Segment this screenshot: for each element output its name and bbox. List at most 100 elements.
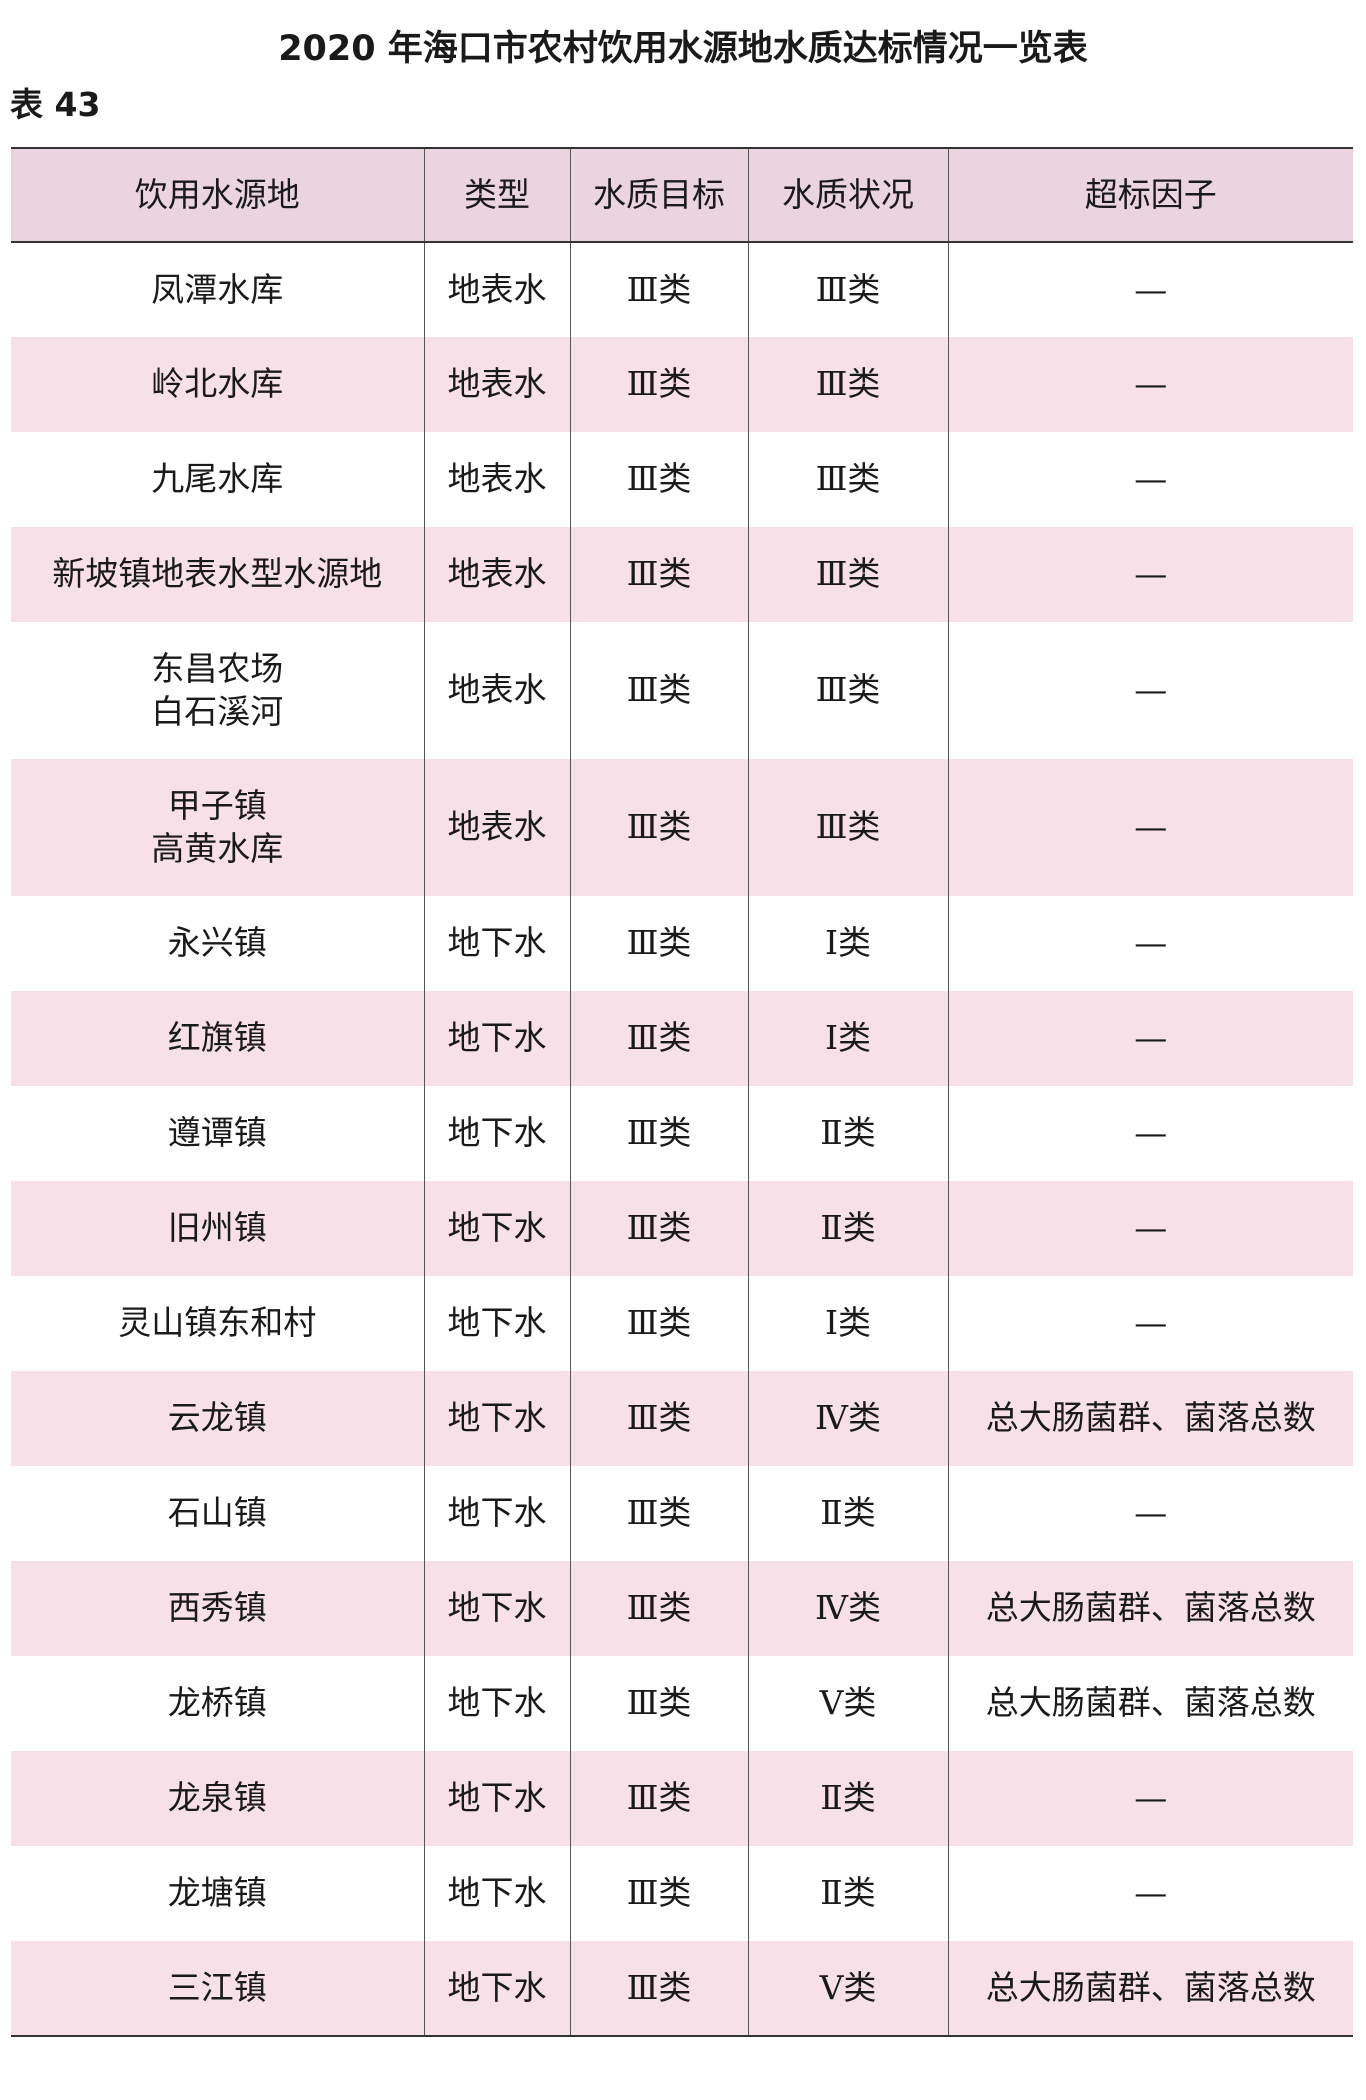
cell-target: Ⅲ类 — [569, 1941, 748, 2036]
cell-factor: — — [947, 1086, 1353, 1181]
cell-target: Ⅲ类 — [569, 1466, 748, 1561]
cell-factor: — — [947, 1276, 1353, 1371]
cell-target: Ⅲ类 — [569, 527, 748, 622]
table-header-row: 饮用水源地 类型 水质目标 水质状况 超标因子 — [11, 148, 1353, 242]
cell-type: 地表水 — [423, 337, 570, 432]
cell-type: 地表水 — [423, 432, 570, 527]
cell-status: Ⅳ类 — [747, 1371, 948, 1466]
cell-status: Ⅴ类 — [747, 1656, 948, 1751]
header-target: 水质目标 — [569, 148, 748, 242]
cell-type: 地下水 — [423, 1561, 570, 1656]
cell-factor: — — [947, 242, 1353, 337]
cell-source: 东昌农场 白石溪河 — [151, 648, 284, 731]
cell-target: Ⅲ类 — [569, 1181, 748, 1276]
cell-type: 地下水 — [423, 1181, 570, 1276]
table-row: 甲子镇 高黄水库 地表水 Ⅲ类 Ⅲ类 — — [11, 759, 1353, 896]
cell-status: Ⅱ类 — [747, 1466, 948, 1561]
cell-source: 龙桥镇 — [167, 1683, 267, 1723]
cell-factor: — — [947, 622, 1353, 759]
cell-source: 灵山镇东和村 — [118, 1303, 317, 1343]
cell-target: Ⅲ类 — [569, 896, 748, 991]
cell-status: Ⅲ类 — [747, 432, 948, 527]
table-row: 石山镇 地下水 Ⅲ类 Ⅱ类 — — [11, 1466, 1353, 1561]
cell-factor: 总大肠菌群、菌落总数 — [947, 1941, 1353, 2036]
cell-status: Ⅳ类 — [747, 1561, 948, 1656]
cell-target: Ⅲ类 — [569, 1846, 748, 1941]
cell-target: Ⅲ类 — [569, 622, 748, 759]
table-label: 表 43 — [10, 85, 101, 124]
table-row: 永兴镇 地下水 Ⅲ类 Ⅰ类 — — [11, 896, 1353, 991]
cell-source: 旧州镇 — [167, 1208, 267, 1248]
cell-source: 甲子镇 高黄水库 — [151, 785, 284, 868]
cell-source: 九尾水库 — [151, 459, 284, 499]
cell-type: 地下水 — [423, 991, 570, 1086]
cell-status: Ⅰ类 — [747, 896, 948, 991]
cell-factor: — — [947, 337, 1353, 432]
cell-type: 地下水 — [423, 1656, 570, 1751]
cell-source: 永兴镇 — [167, 923, 267, 963]
cell-status: Ⅰ类 — [747, 1276, 948, 1371]
cell-type: 地表水 — [423, 759, 570, 896]
header-factor: 超标因子 — [947, 148, 1353, 242]
cell-source: 新坡镇地表水型水源地 — [52, 554, 383, 594]
cell-source: 龙泉镇 — [167, 1778, 267, 1818]
table-row: 三江镇 地下水 Ⅲ类 Ⅴ类 总大肠菌群、菌落总数 — [11, 1941, 1353, 2036]
table-row: 东昌农场 白石溪河 地表水 Ⅲ类 Ⅲ类 — — [11, 622, 1353, 759]
cell-source: 凤潭水库 — [151, 269, 284, 309]
cell-status: Ⅱ类 — [747, 1846, 948, 1941]
cell-status: Ⅲ类 — [747, 242, 948, 337]
cell-source: 红旗镇 — [167, 1018, 267, 1058]
cell-source: 龙塘镇 — [167, 1873, 267, 1913]
cell-status: Ⅲ类 — [747, 337, 948, 432]
table-row: 遵谭镇 地下水 Ⅲ类 Ⅱ类 — — [11, 1086, 1353, 1181]
cell-status: Ⅱ类 — [747, 1751, 948, 1846]
cell-status: Ⅱ类 — [747, 1181, 948, 1276]
cell-target: Ⅲ类 — [569, 1371, 748, 1466]
table-row: 灵山镇东和村 地下水 Ⅲ类 Ⅰ类 — — [11, 1276, 1353, 1371]
cell-source: 石山镇 — [167, 1493, 267, 1533]
cell-status: Ⅴ类 — [747, 1941, 948, 2036]
cell-target: Ⅲ类 — [569, 337, 748, 432]
cell-factor: — — [947, 527, 1353, 622]
cell-factor: — — [947, 1751, 1353, 1846]
header-status: 水质状况 — [747, 148, 948, 242]
header-type: 类型 — [423, 148, 570, 242]
cell-factor: — — [947, 432, 1353, 527]
cell-status: Ⅱ类 — [747, 1086, 948, 1181]
cell-type: 地下水 — [423, 1466, 570, 1561]
cell-status: Ⅲ类 — [747, 622, 948, 759]
table-row: 岭北水库 地表水 Ⅲ类 Ⅲ类 — — [11, 337, 1353, 432]
water-quality-table: 饮用水源地 类型 水质目标 水质状况 超标因子 凤潭水库 地表水 Ⅲ类 Ⅲ类 — 岭北水库… — [11, 147, 1353, 2037]
cell-target: Ⅲ类 — [569, 1276, 748, 1371]
cell-factor: — — [947, 1466, 1353, 1561]
cell-source: 岭北水库 — [151, 364, 284, 404]
cell-type: 地表水 — [423, 622, 570, 759]
cell-factor: — — [947, 896, 1353, 991]
header-source: 饮用水源地 — [134, 174, 300, 214]
cell-target: Ⅲ类 — [569, 432, 748, 527]
table-row: 九尾水库 地表水 Ⅲ类 Ⅲ类 — — [11, 432, 1353, 527]
cell-source: 三江镇 — [167, 1967, 267, 2007]
table-row: 新坡镇地表水型水源地 地表水 Ⅲ类 Ⅲ类 — — [11, 527, 1353, 622]
cell-type: 地下水 — [423, 1751, 570, 1846]
table-row: 凤潭水库 地表水 Ⅲ类 Ⅲ类 — — [11, 242, 1353, 337]
table-row: 龙塘镇 地下水 Ⅲ类 Ⅱ类 — — [11, 1846, 1353, 1941]
cell-target: Ⅲ类 — [569, 1656, 748, 1751]
cell-type: 地下水 — [423, 896, 570, 991]
table-row: 旧州镇 地下水 Ⅲ类 Ⅱ类 — — [11, 1181, 1353, 1276]
cell-source: 云龙镇 — [167, 1398, 267, 1438]
table-row: 西秀镇 地下水 Ⅲ类 Ⅳ类 总大肠菌群、菌落总数 — [11, 1561, 1353, 1656]
cell-type: 地下水 — [423, 1846, 570, 1941]
cell-factor: — — [947, 991, 1353, 1086]
table-row: 云龙镇 地下水 Ⅲ类 Ⅳ类 总大肠菌群、菌落总数 — [11, 1371, 1353, 1466]
cell-factor: 总大肠菌群、菌落总数 — [947, 1561, 1353, 1656]
cell-type: 地表水 — [423, 242, 570, 337]
cell-factor: 总大肠菌群、菌落总数 — [947, 1656, 1353, 1751]
cell-factor: 总大肠菌群、菌落总数 — [947, 1371, 1353, 1466]
cell-type: 地表水 — [423, 527, 570, 622]
cell-status: Ⅲ类 — [747, 759, 948, 896]
cell-target: Ⅲ类 — [569, 991, 748, 1086]
cell-target: Ⅲ类 — [569, 1751, 748, 1846]
cell-type: 地下水 — [423, 1941, 570, 2036]
cell-source: 西秀镇 — [167, 1588, 267, 1628]
